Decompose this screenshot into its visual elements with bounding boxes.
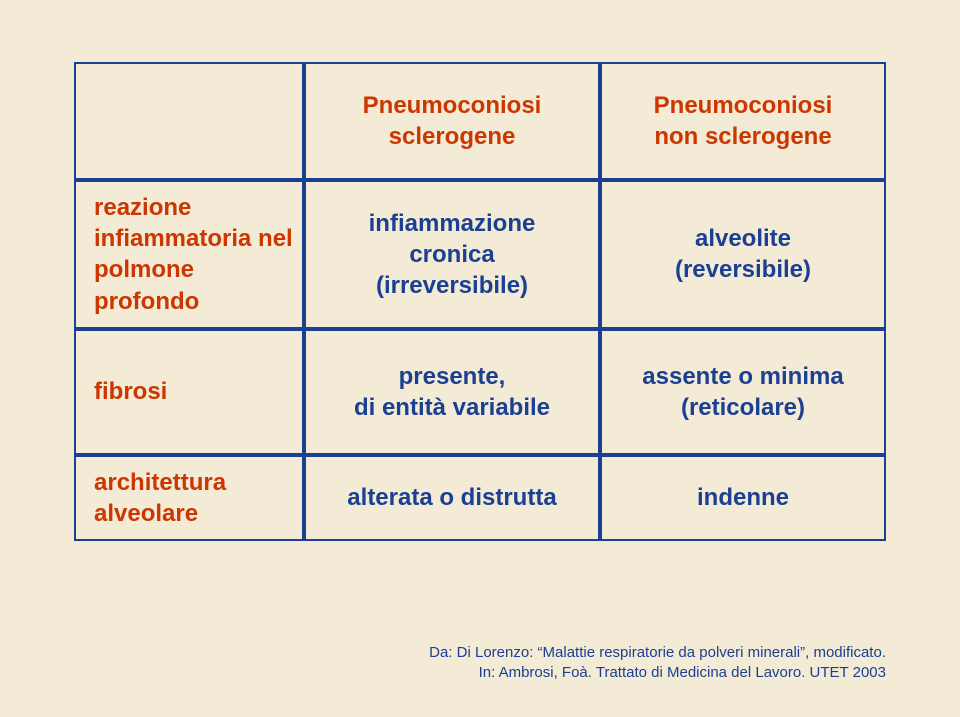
citation-line2: In: Ambrosi, Foà. Trattato di Medicina d… [479, 664, 886, 681]
row1-col2-line1: alveolite [695, 225, 791, 252]
row3-col2-line1: indenne [697, 484, 789, 511]
row3-label-line1: architettura [94, 469, 226, 496]
row2-label: fibrosi [74, 329, 304, 455]
row2-col2-line2: (reticolare) [681, 394, 805, 421]
table-row: reazione infiammatoria nel polmone profo… [74, 180, 886, 329]
row2-col1-line2: di entità variabile [354, 394, 550, 421]
row3-col1-line1: alterata o distrutta [347, 484, 556, 511]
comparison-table: Pneumoconiosi sclerogene Pneumoconiosi n… [74, 62, 886, 541]
row1-label-line3: polmone profondo [94, 256, 199, 314]
row3-col1: alterata o distrutta [304, 455, 600, 541]
citation-block: Da: Di Lorenzo: “Malattie respiratorie d… [429, 643, 886, 684]
row2-col2-line1: assente o minima [642, 363, 843, 390]
col-header-2-line2: non sclerogene [654, 123, 831, 150]
col-header-2: Pneumoconiosi non sclerogene [600, 62, 886, 180]
row1-col1-line2: cronica [409, 241, 494, 268]
row1-col1-line1: infiammazione [369, 210, 536, 237]
col-header-1: Pneumoconiosi sclerogene [304, 62, 600, 180]
row1-col1-line3: (irreversibile) [376, 272, 528, 299]
row1-col2-line2: (reversibile) [675, 256, 811, 283]
row2-col1: presente, di entità variabile [304, 329, 600, 455]
row3-label: architettura alveolare [74, 455, 304, 541]
row1-col2: alveolite (reversibile) [600, 180, 886, 329]
row1-label: reazione infiammatoria nel polmone profo… [74, 180, 304, 329]
row1-label-line2: infiammatoria nel [94, 225, 293, 252]
table-row: fibrosi presente, di entità variabile as… [74, 329, 886, 455]
table-row: architettura alveolare alterata o distru… [74, 455, 886, 541]
row3-col2: indenne [600, 455, 886, 541]
row3-label-line2: alveolare [94, 500, 198, 527]
header-corner-cell [74, 62, 304, 180]
table-header-row: Pneumoconiosi sclerogene Pneumoconiosi n… [74, 62, 886, 180]
col-header-1-line1: Pneumoconiosi [363, 92, 542, 119]
row1-col1: infiammazione cronica (irreversibile) [304, 180, 600, 329]
row2-col1-line1: presente, [399, 363, 506, 390]
row2-label-line1: fibrosi [94, 378, 167, 405]
col-header-2-line1: Pneumoconiosi [654, 92, 833, 119]
col-header-1-line2: sclerogene [389, 123, 516, 150]
row1-label-line1: reazione [94, 194, 191, 221]
slide-page: Pneumoconiosi sclerogene Pneumoconiosi n… [0, 0, 960, 717]
citation-line1: Da: Di Lorenzo: “Malattie respiratorie d… [429, 644, 886, 661]
row2-col2: assente o minima (reticolare) [600, 329, 886, 455]
